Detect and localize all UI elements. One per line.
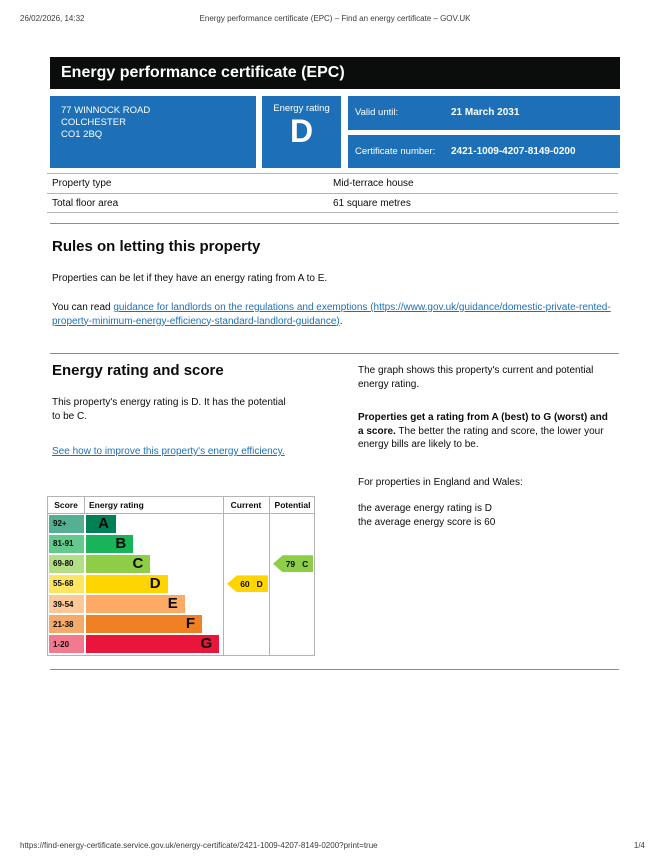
rating-explainer: Properties get a rating from A (best) to… xyxy=(358,411,613,452)
property-facts-table: Property type Mid-terrace house Total fl… xyxy=(47,173,618,213)
score-cell-a: 92+ xyxy=(49,514,84,533)
property-type-label: Property type xyxy=(52,178,112,189)
band-letter-d: D xyxy=(149,574,161,592)
band-letter-f: F xyxy=(185,615,195,633)
band-bar-d: D xyxy=(86,574,168,593)
band-letter-c: C xyxy=(132,554,144,572)
score-cell-b: 81-91 xyxy=(49,534,84,553)
average-score-line: the average energy score is 60 xyxy=(358,516,496,528)
section-divider xyxy=(50,223,619,224)
chart-potential-header: Potential xyxy=(274,500,311,510)
chart-current-header: Current xyxy=(230,500,262,510)
floor-area-label: Total floor area xyxy=(52,197,119,209)
average-rating-line: the average energy rating is D xyxy=(358,503,492,514)
rules-heading: Rules on letting this property xyxy=(52,238,261,255)
section-divider xyxy=(50,353,619,354)
epc-chart: Score Energy rating Current Potential 92… xyxy=(47,496,315,656)
improve-efficiency-link[interactable]: See how to improve this property's energ… xyxy=(52,446,285,457)
certificate-number-label: Certificate number: xyxy=(355,145,436,157)
valid-until-row: Valid until: 21 March 2031 xyxy=(348,96,620,130)
potential-rating-arrow: 79 C xyxy=(273,555,313,573)
address-line-2: COLCHESTER xyxy=(61,117,126,128)
score-cell-g: 1-20 xyxy=(49,635,84,654)
certificate-summary-box: 77 WINNOCK ROAD COLCHESTER CO1 2BQ Energ… xyxy=(50,96,620,168)
current-rating-arrow: 60 D xyxy=(227,575,268,593)
print-page-title: Energy performance certificate (EPC) – F… xyxy=(199,14,471,23)
band-letter-g: G xyxy=(200,635,213,653)
score-cell-f: 21-38 xyxy=(49,615,84,634)
valid-until-label: Valid until: xyxy=(355,107,399,119)
print-page-number: 1/4 xyxy=(633,841,645,850)
graph-description: The graph shows this property's current … xyxy=(358,365,594,390)
banner-title: Energy performance certificate (EPC) xyxy=(61,64,345,81)
score-cell-c: 69-80 xyxy=(49,554,84,573)
potential-score: 79 xyxy=(285,558,296,569)
rules-paragraph-1: Properties can be let if they have an en… xyxy=(52,273,328,284)
certificate-banner: Energy performance certificate (EPC) xyxy=(50,57,620,89)
band-bar-f: F xyxy=(86,615,202,634)
current-band: D xyxy=(256,578,263,589)
rating-heading: Energy rating and score xyxy=(52,362,224,379)
landlord-guidance-link[interactable]: guidance for landlords on the regulation… xyxy=(52,302,611,327)
rating-explainer-bold: Properties get a rating from A (best) to… xyxy=(358,412,608,437)
table-row: Property type Mid-terrace house xyxy=(47,174,618,194)
print-url: https://find-energy-certificate.service.… xyxy=(20,841,378,850)
band-letter-a: A xyxy=(98,514,109,532)
floor-area-value: 61 square metres xyxy=(333,197,411,209)
valid-until-value: 21 March 2031 xyxy=(451,107,520,119)
band-bar-b: B xyxy=(86,534,134,553)
certificate-number-value: 2421-1009-4207-8149-0200 xyxy=(451,145,576,157)
property-address: 77 WINNOCK ROAD COLCHESTER CO1 2BQ xyxy=(50,96,256,168)
band-bar-a: A xyxy=(86,514,116,533)
potential-band: C xyxy=(302,558,309,569)
improve-link-wrap: See how to improve this property's energ… xyxy=(52,445,292,459)
chart-header-divider xyxy=(48,513,314,514)
score-cell-d: 55-68 xyxy=(49,574,84,593)
address-line-1: 77 WINNOCK ROAD xyxy=(61,105,151,116)
rules-paragraph-2-prefix: You can read xyxy=(52,302,114,313)
rating-paragraph: This property's energy rating is D. It h… xyxy=(52,397,286,422)
band-letter-e: E xyxy=(167,595,178,613)
band-bar-e: E xyxy=(86,595,185,614)
current-score: 60 xyxy=(240,578,250,589)
score-cell-e: 39-54 xyxy=(49,595,84,614)
rating-explainer-rest: The better the rating and score, the low… xyxy=(358,425,604,451)
certificate-details: Valid until: 21 March 2031 Certificate n… xyxy=(348,96,620,168)
property-type-value: Mid-terrace house xyxy=(333,178,414,189)
band-letter-b: B xyxy=(115,534,127,552)
chart-column-divider xyxy=(84,497,85,513)
table-row: Total floor area 61 square metres xyxy=(47,194,618,213)
energy-rating-cell: Energy rating D xyxy=(262,96,341,168)
average-rating-lines: the average energy rating is D the avera… xyxy=(358,502,613,529)
print-datetime: 26/02/2026, 14:32 xyxy=(20,14,85,23)
band-bar-c: C xyxy=(86,554,151,573)
england-wales-intro: For properties in England and Wales: xyxy=(358,477,523,488)
certificate-number-row: Certificate number: 2421-1009-4207-8149-… xyxy=(348,134,620,168)
address-line-3: CO1 2BQ xyxy=(61,129,103,140)
energy-rating-label: Energy rating xyxy=(273,103,330,114)
rules-paragraph-2-suffix: . xyxy=(339,315,343,327)
chart-column-divider xyxy=(223,497,224,655)
chart-rating-header: Energy rating xyxy=(89,500,144,510)
section-divider xyxy=(50,669,619,670)
chart-column-divider xyxy=(269,497,270,655)
rules-paragraph-2: You can read guidance for landlords on t… xyxy=(52,301,618,328)
band-bar-g: G xyxy=(86,635,220,654)
chart-score-header: Score xyxy=(54,500,78,510)
energy-rating-value: D xyxy=(289,113,314,149)
